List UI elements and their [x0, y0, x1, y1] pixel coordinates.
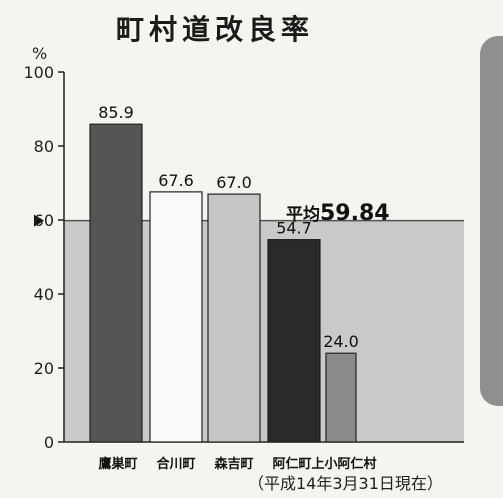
y-tick-label: 80 [34, 137, 54, 156]
data-label: 85.9 [98, 103, 134, 122]
y-tick-label: 20 [34, 359, 54, 378]
chart-title: 町村道改良率 [115, 13, 314, 46]
bar [149, 191, 203, 443]
y-tick-label: 100 [23, 63, 54, 82]
category-label: 上小阿仁村 [311, 456, 376, 472]
category-label: 阿仁町 [272, 456, 311, 472]
y-tick-label: 60 [34, 211, 54, 230]
data-label: 67.6 [158, 171, 194, 190]
side-panel [480, 36, 503, 406]
category-label: 森吉町 [214, 456, 253, 472]
category-label: 鷹巣町 [98, 456, 137, 472]
bar [207, 193, 261, 443]
bar [89, 123, 143, 443]
average-marker-icon [34, 214, 44, 227]
average-annotation: 平均59.84 [286, 201, 390, 226]
y-axis-unit: % [32, 44, 48, 63]
category-label: 合川町 [156, 456, 195, 472]
y-tick-label: 0 [44, 433, 54, 452]
bar [267, 239, 321, 443]
data-label: 24.0 [323, 332, 359, 351]
bar [325, 352, 357, 443]
data-label: 54.7 [276, 219, 312, 238]
date-footnote: （平成14年3月31日現在） [248, 474, 443, 493]
y-tick-label: 40 [34, 285, 54, 304]
data-label: 67.0 [216, 173, 252, 192]
